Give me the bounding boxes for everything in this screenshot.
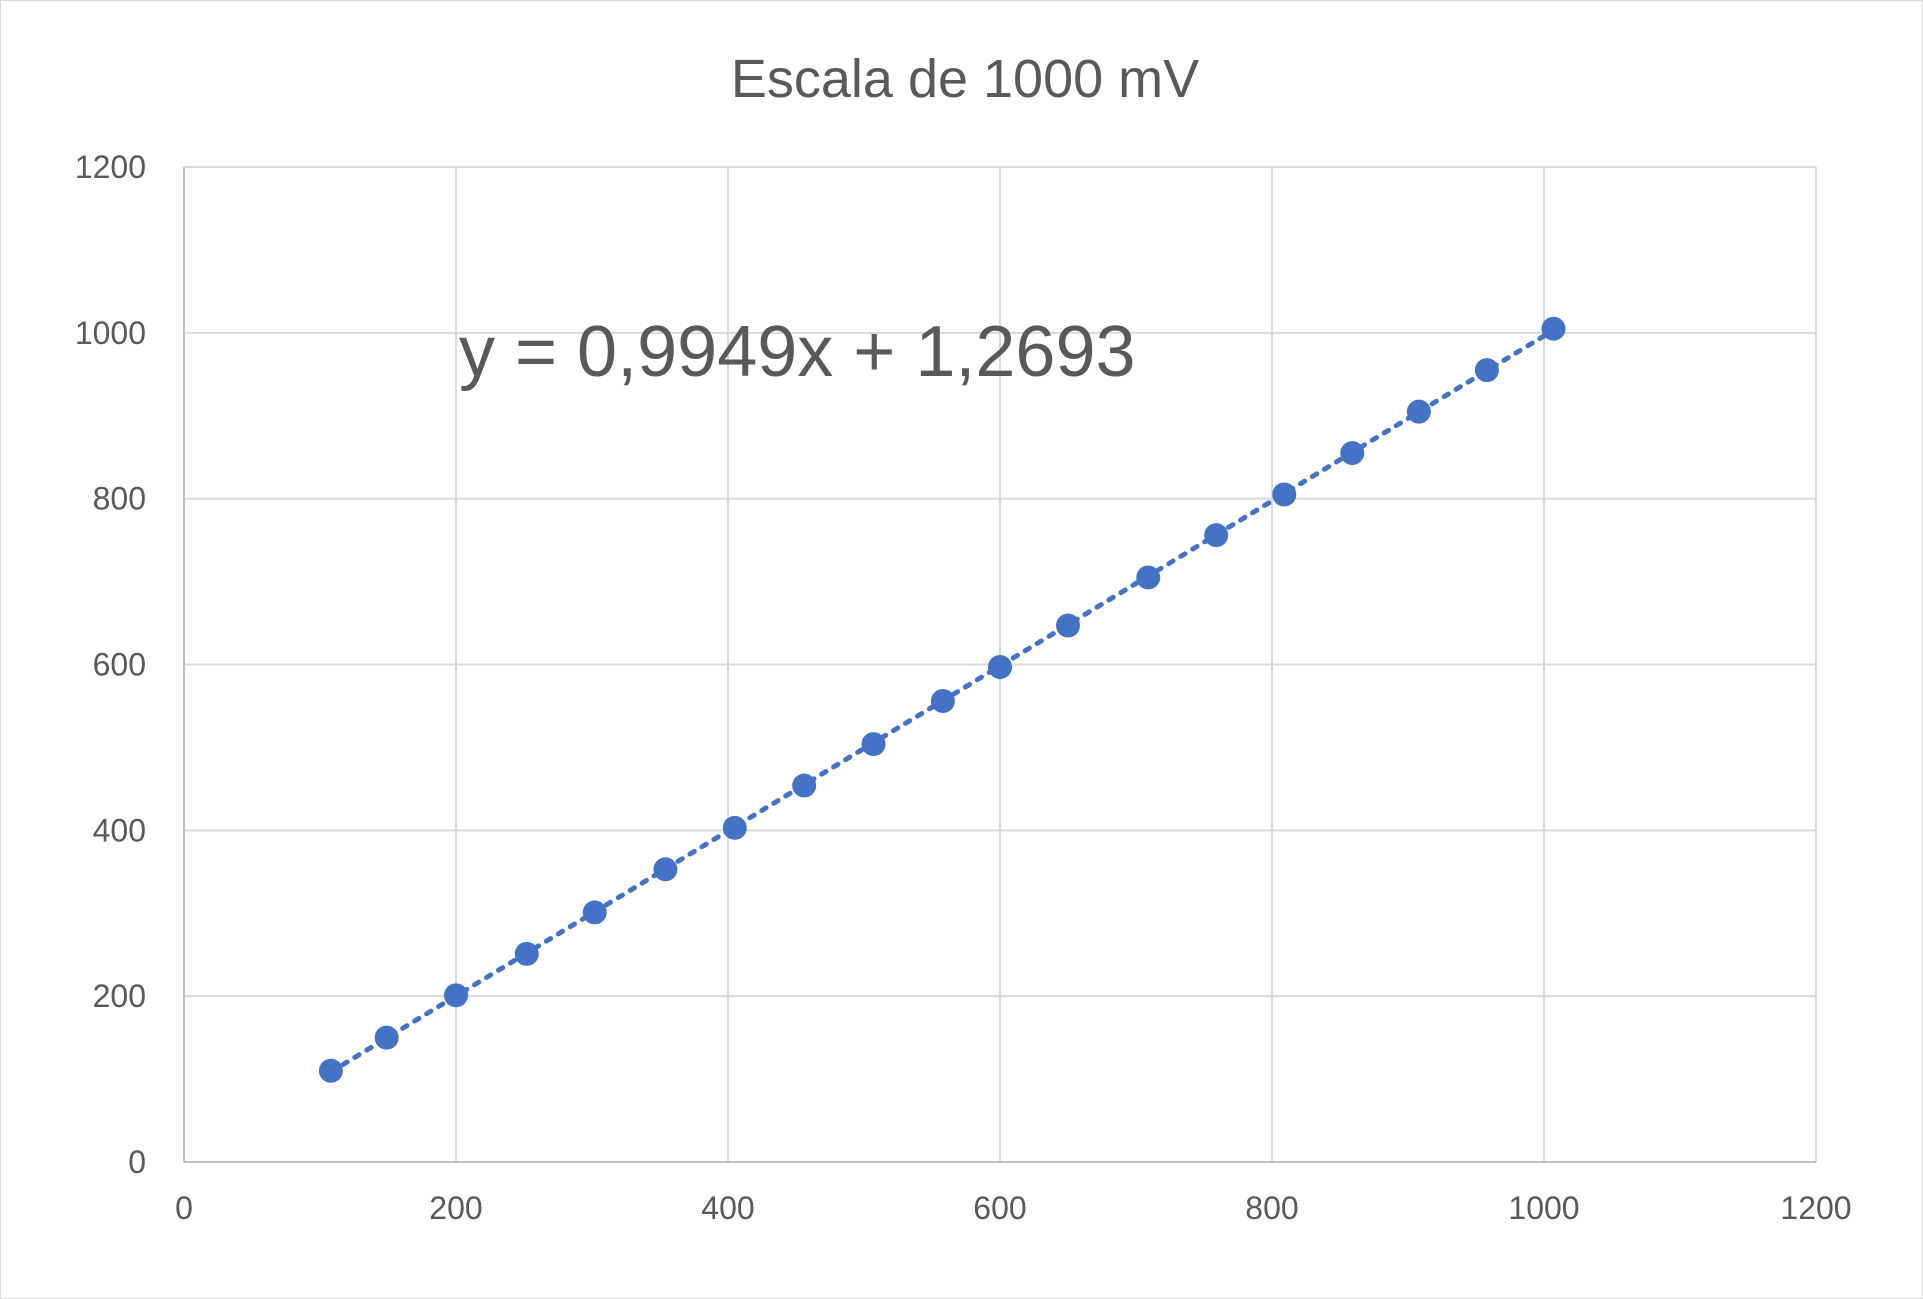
data-point: [722, 815, 747, 840]
data-point: [582, 900, 607, 925]
y-tick-label: 800: [93, 481, 146, 517]
data-point: [1136, 565, 1161, 590]
data-point: [444, 983, 468, 1008]
data-point: [1474, 358, 1499, 383]
data-points: [318, 316, 1566, 1083]
x-tick-label: 400: [701, 1190, 754, 1226]
data-point: [1340, 441, 1365, 466]
y-tick-label: 600: [93, 647, 146, 683]
axes: 0 200 400 600 800 1000 1200 0 200 400 600 800 1000 12…: [75, 149, 1852, 1226]
data-point: [653, 857, 678, 882]
data-point: [374, 1025, 399, 1050]
y-tick-label: 400: [93, 812, 146, 848]
x-tick-label: 0: [175, 1190, 193, 1226]
data-point: [861, 732, 886, 757]
x-tick-label: 1000: [1508, 1190, 1579, 1226]
y-tick-label: 0: [128, 1144, 146, 1180]
chart-title: Escala de 1000 mV: [731, 49, 1199, 109]
data-point: [1272, 482, 1297, 507]
y-tick-label: 1200: [75, 149, 146, 185]
data-point: [930, 688, 955, 713]
x-tick-label: 200: [429, 1190, 482, 1226]
data-point: [1406, 399, 1431, 424]
data-point: [318, 1058, 343, 1083]
data-point: [792, 773, 817, 798]
y-tick-label: 1000: [75, 315, 146, 351]
trendline-equation: y = 0,9949x + 1,2693: [459, 312, 1136, 392]
data-point: [988, 654, 1012, 679]
x-tick-label: 800: [1245, 1190, 1298, 1226]
data-point: [514, 941, 539, 966]
data-point: [1204, 523, 1229, 548]
data-point: [1056, 613, 1080, 638]
x-tick-label: 1200: [1780, 1190, 1851, 1226]
y-tick-label: 200: [93, 978, 146, 1014]
data-point: [1541, 316, 1566, 341]
x-tick-label: 600: [973, 1190, 1026, 1226]
